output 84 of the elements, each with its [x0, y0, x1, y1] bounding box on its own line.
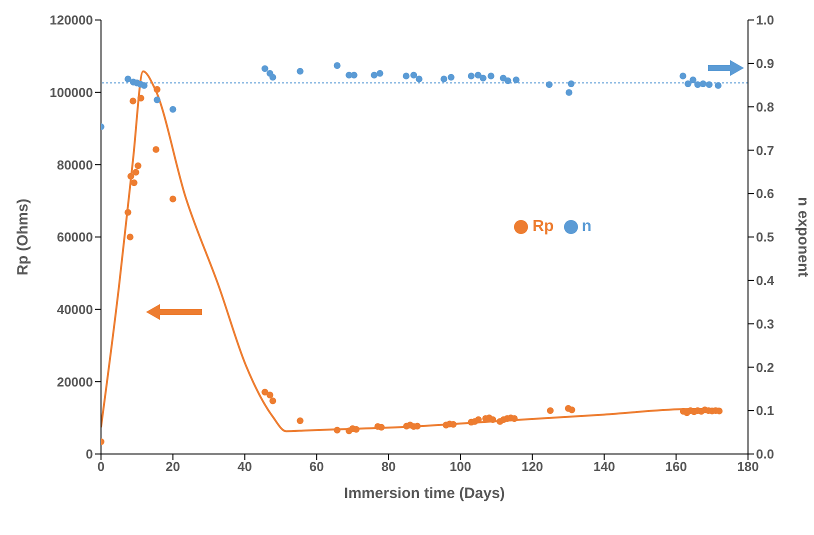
y2-tick-label: 0.8 [756, 99, 774, 114]
point [266, 392, 274, 398]
point [402, 72, 410, 80]
point [130, 98, 136, 104]
point [416, 76, 422, 82]
point [376, 70, 384, 77]
point [370, 72, 378, 78]
point [138, 94, 144, 102]
point [262, 65, 268, 72]
point [140, 82, 148, 89]
point [694, 81, 702, 88]
point [512, 76, 520, 84]
y2-tick-label: 0.9 [756, 56, 774, 72]
point [440, 76, 448, 82]
point [504, 77, 512, 84]
point [378, 424, 385, 431]
point [269, 74, 276, 81]
y-tick-label: 60000 [56, 230, 93, 245]
point [468, 72, 475, 80]
y-tick-label: 20000 [56, 374, 93, 390]
y2-tick-label: 0.4 [756, 273, 775, 288]
point [130, 179, 138, 186]
y2-tick-label: 0.5 [756, 230, 774, 245]
y-axis-title: Rp (Ohms) [14, 198, 32, 276]
x-tick-label: 60 [309, 459, 324, 474]
point [680, 72, 686, 80]
y2-tick-label: 0.0 [756, 446, 774, 462]
point [684, 80, 692, 88]
x-tick-label: 80 [381, 459, 396, 474]
point [334, 426, 341, 434]
x-tick-label: 160 [665, 459, 687, 474]
point [714, 82, 722, 89]
x-tick-label: 0 [97, 459, 105, 474]
point [134, 162, 142, 170]
legend-label: n [582, 218, 592, 235]
y-tick-label: 80000 [56, 157, 93, 172]
point [700, 80, 706, 88]
y2-tick-label: 0.7 [756, 142, 774, 158]
point [568, 406, 576, 414]
y2-tick-label: 1.0 [756, 12, 774, 28]
point [448, 74, 454, 81]
x-axis-title: Immersion time (Days) [344, 485, 505, 502]
legend-label: Rp [532, 218, 554, 235]
y-tick-label: 120000 [50, 12, 93, 28]
point [350, 72, 358, 78]
point [262, 388, 268, 396]
x-tick-label: 140 [593, 459, 616, 474]
y2-tick-label: 0.2 [756, 360, 774, 375]
point [334, 62, 341, 69]
point [296, 417, 304, 424]
point [352, 426, 360, 433]
point [170, 106, 176, 113]
point [296, 68, 304, 75]
point [410, 72, 418, 78]
point [126, 234, 134, 240]
point [152, 146, 160, 153]
y-tick-label: 100000 [50, 84, 93, 100]
point [566, 89, 572, 96]
y2-tick-label: 0.6 [756, 186, 774, 202]
y-tick-label: 40000 [56, 302, 93, 317]
x-tick-label: 40 [238, 459, 252, 474]
point [124, 76, 132, 82]
point [269, 397, 276, 404]
point [124, 209, 132, 216]
point [546, 81, 553, 88]
point [488, 72, 494, 80]
point [706, 81, 713, 88]
point [568, 80, 575, 88]
point [474, 72, 482, 78]
point [480, 74, 486, 82]
x-tick-label: 180 [737, 459, 759, 474]
point [546, 407, 554, 414]
point [154, 96, 160, 104]
x-tick-label: 100 [450, 459, 472, 474]
x-tick-label: 120 [521, 459, 544, 474]
point [170, 196, 176, 202]
x-tick-label: 20 [166, 459, 180, 474]
point [154, 86, 160, 93]
point [132, 168, 140, 176]
y2-tick-label: 0.1 [756, 403, 774, 418]
point [127, 172, 134, 180]
y2-tick-label: 0.3 [756, 316, 774, 332]
point [690, 76, 696, 84]
y-tick-label: 0 [86, 446, 93, 462]
